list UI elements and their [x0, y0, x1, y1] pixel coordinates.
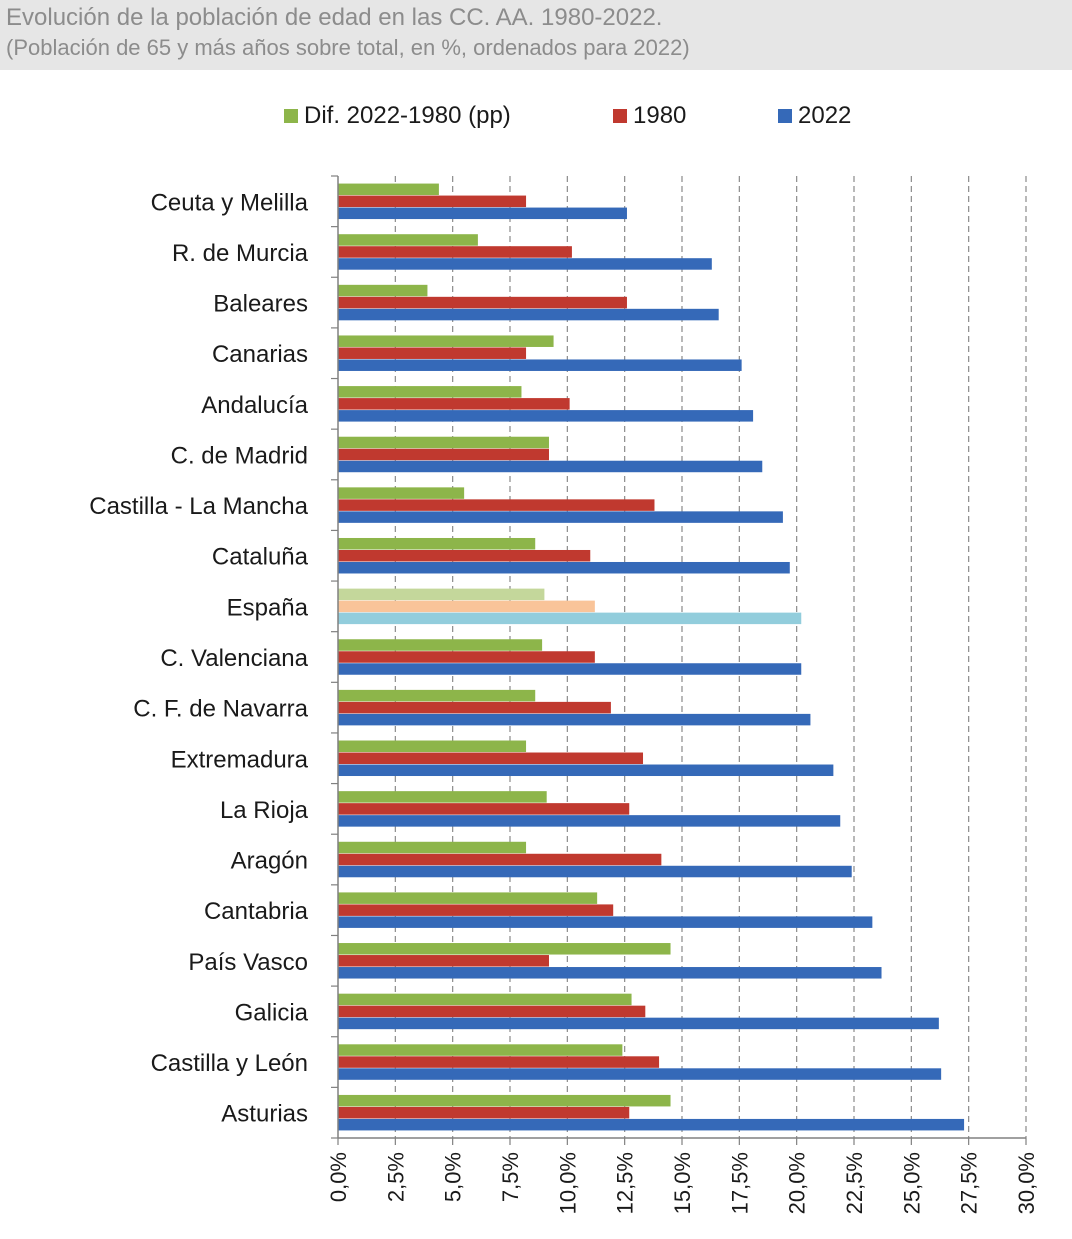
bar-r-de-murcia-2022: [338, 258, 712, 270]
bar-c-valenciana-dif-2022-1980-pp: [338, 639, 543, 651]
bar-baleares-2022: [338, 308, 719, 321]
bar-aragon-2022: [338, 865, 852, 878]
bar-aragon-dif-2022-1980-pp: [338, 841, 527, 854]
bar-ceuta-y-melilla-2022: [338, 207, 627, 220]
bar-extremadura-2022: [338, 764, 834, 777]
bar-pais-vasco-dif-2022-1980-pp: [338, 943, 671, 955]
legend-swatch-1980: [613, 109, 627, 123]
bar-c-f-de-navarra-1980: [338, 701, 611, 714]
x-tick-label: 0,0%: [326, 1152, 351, 1202]
bar-c-valenciana-2022: [338, 663, 802, 675]
bar-c-f-de-navarra-2022: [338, 713, 811, 726]
chart-title: Evolución de la población de edad en las…: [6, 4, 663, 31]
x-tick-label: 15,0%: [670, 1152, 695, 1214]
chart-subtitle: (Población de 65 y más años sobre total,…: [6, 35, 690, 60]
bar-cataluna-2022: [338, 561, 790, 574]
bar-castilla-y-leon-1980: [338, 1056, 660, 1068]
category-label: España: [227, 594, 309, 621]
x-tick-label: 7,5%: [498, 1152, 523, 1202]
bar-r-de-murcia-1980: [338, 246, 572, 258]
bar-cataluna-dif-2022-1980-pp: [338, 537, 536, 550]
category-label: Extremadura: [171, 746, 309, 773]
bar-aragon-1980: [338, 853, 662, 866]
bar-c-f-de-navarra-dif-2022-1980-pp: [338, 689, 536, 702]
bar-espana-1980: [338, 600, 595, 613]
x-tick-label: 2,5%: [383, 1152, 408, 1202]
bar-cantabria-dif-2022-1980-pp: [338, 892, 598, 904]
category-label: Galicia: [235, 999, 309, 1026]
bar-c-de-madrid-1980: [338, 448, 549, 461]
legend-label: Dif. 2022-1980 (pp): [304, 102, 511, 129]
bar-c-de-madrid-2022: [338, 460, 763, 473]
bar-la-rioja-1980: [338, 803, 630, 815]
category-label: Cantabria: [204, 898, 309, 925]
bar-pais-vasco-2022: [338, 967, 882, 979]
bar-baleares-1980: [338, 296, 627, 309]
bar-chart: Ceuta y Melilla R. de Murcia Baleares Canar…: [89, 102, 1039, 1214]
x-tick-label: 5,0%: [441, 1152, 466, 1202]
x-tick-label: 10,0%: [555, 1152, 580, 1214]
category-label: C. Valenciana: [160, 645, 308, 672]
category-label: Cataluña: [212, 544, 309, 571]
bar-andalucia-1980: [338, 398, 570, 410]
bar-canarias-dif-2022-1980-pp: [338, 335, 554, 347]
bar-andalucia-dif-2022-1980-pp: [338, 386, 522, 398]
category-label: Castilla y León: [151, 1050, 308, 1077]
x-tick-label: 17,5%: [727, 1152, 752, 1214]
bar-castilla-la-mancha-2022: [338, 511, 783, 523]
category-label: Aragón: [231, 848, 308, 875]
bar-cataluna-1980: [338, 549, 591, 562]
x-tick-label: 22,5%: [842, 1152, 867, 1214]
bar-ceuta-y-melilla-dif-2022-1980-pp: [338, 183, 439, 196]
x-tick-label: 12,5%: [613, 1152, 638, 1214]
category-label: Castilla - La Mancha: [89, 493, 308, 520]
bar-asturias-1980: [338, 1106, 630, 1119]
bar-castilla-y-leon-2022: [338, 1068, 942, 1080]
bar-extremadura-dif-2022-1980-pp: [338, 740, 527, 753]
bar-baleares-dif-2022-1980-pp: [338, 284, 428, 297]
bar-cantabria-2022: [338, 916, 873, 928]
bar-extremadura-1980: [338, 752, 644, 765]
legend-swatch-dif-2022-1980-pp: [284, 109, 298, 123]
bar-c-valenciana-1980: [338, 651, 595, 663]
x-tick-label: 30,0%: [1014, 1152, 1039, 1214]
category-label: C. de Madrid: [171, 442, 308, 469]
bar-castilla-la-mancha-dif-2022-1980-pp: [338, 487, 465, 499]
bar-cantabria-1980: [338, 904, 614, 916]
bar-espana-dif-2022-1980-pp: [338, 588, 545, 601]
legend-label: 1980: [633, 102, 686, 129]
bar-espana-2022: [338, 612, 802, 625]
bar-asturias-2022: [338, 1118, 965, 1131]
bar-canarias-2022: [338, 359, 742, 371]
category-label: Ceuta y Melilla: [151, 189, 309, 216]
bar-galicia-2022: [338, 1017, 939, 1030]
bar-r-de-murcia-dif-2022-1980-pp: [338, 234, 478, 246]
x-tick-label: 25,0%: [899, 1152, 924, 1214]
bar-pais-vasco-1980: [338, 955, 549, 967]
category-label: Asturias: [221, 1101, 308, 1128]
bar-galicia-1980: [338, 1005, 646, 1018]
x-tick-label: 20,0%: [785, 1152, 810, 1214]
category-label: La Rioja: [220, 797, 309, 824]
legend-swatch-2022: [778, 109, 792, 123]
category-label: Baleares: [213, 291, 308, 318]
header-band: Evolución de la población de edad en las…: [0, 0, 1072, 70]
category-label: R. de Murcia: [172, 240, 309, 267]
bar-castilla-y-leon-dif-2022-1980-pp: [338, 1044, 623, 1056]
category-label: C. F. de Navarra: [133, 696, 308, 723]
x-tick-label: 27,5%: [957, 1152, 982, 1214]
category-label: Andalucía: [201, 392, 308, 419]
bar-galicia-dif-2022-1980-pp: [338, 993, 632, 1006]
bar-la-rioja-dif-2022-1980-pp: [338, 791, 547, 803]
category-label: País Vasco: [188, 949, 308, 976]
category-label: Canarias: [212, 341, 308, 368]
bar-asturias-dif-2022-1980-pp: [338, 1094, 671, 1107]
bar-c-de-madrid-dif-2022-1980-pp: [338, 436, 549, 449]
bar-la-rioja-2022: [338, 815, 841, 827]
bar-castilla-la-mancha-1980: [338, 499, 655, 511]
bar-andalucia-2022: [338, 410, 754, 422]
legend-label: 2022: [798, 102, 851, 129]
bar-canarias-1980: [338, 347, 527, 359]
bar-ceuta-y-melilla-1980: [338, 195, 527, 208]
